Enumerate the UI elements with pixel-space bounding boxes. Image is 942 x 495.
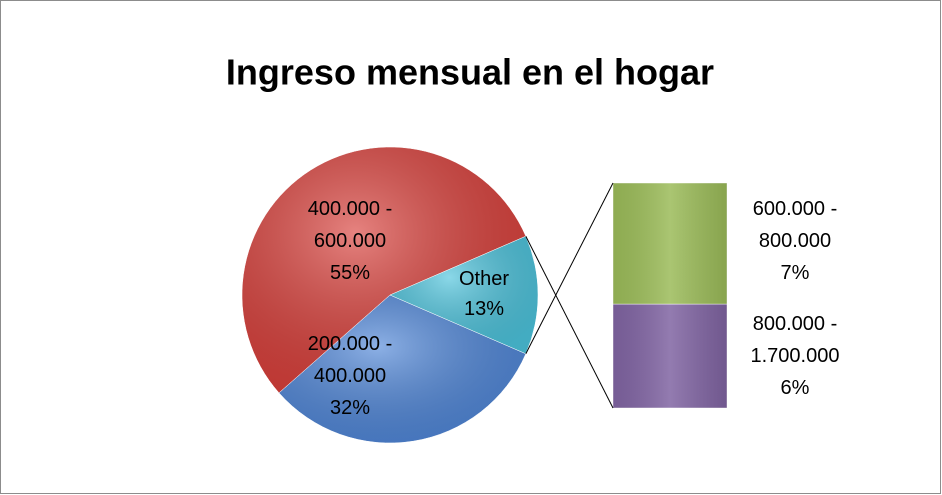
- pie-label-category: 400.000: [314, 365, 386, 387]
- pie-label: 400.000 - 600.000 55%: [308, 198, 393, 284]
- connector-line: [525, 182, 614, 355]
- bar-label: 800.000 - 1.700.000 6%: [751, 313, 840, 399]
- pie-label: Other 13%: [459, 268, 509, 320]
- connector-line: [525, 235, 614, 409]
- bar-label-value: 6%: [781, 377, 810, 399]
- pie-label: 200.000 - 400.000 32%: [308, 333, 393, 419]
- bar-label-category: 800.000 -: [753, 313, 838, 335]
- pie-slice-shade: [389, 235, 539, 355]
- bar-segment-shade: [613, 304, 727, 408]
- bar-label-category: 800.000: [759, 230, 831, 252]
- bar-label-category: 1.700.000: [751, 345, 840, 367]
- pie-slice-shade: [278, 294, 527, 444]
- pie-label-category: 600.000: [314, 230, 386, 252]
- bar-label: 600.000 - 800.000 7%: [753, 198, 838, 284]
- pie-slice-shade: [241, 146, 527, 394]
- pie-label-category: 400.000 -: [308, 198, 393, 220]
- bar-label-category: 600.000 -: [753, 198, 838, 220]
- pie-label-category: Other: [459, 268, 509, 290]
- bar-label-value: 7%: [781, 262, 810, 284]
- chart-title: Ingreso mensual en el hogar: [226, 52, 714, 93]
- pie-label-value: 13%: [464, 298, 504, 320]
- pie-label-category: 200.000 -: [308, 333, 393, 355]
- bar-segment-shade: [613, 183, 727, 305]
- pie-label-value: 32%: [330, 397, 370, 419]
- pie-label-value: 55%: [330, 262, 370, 284]
